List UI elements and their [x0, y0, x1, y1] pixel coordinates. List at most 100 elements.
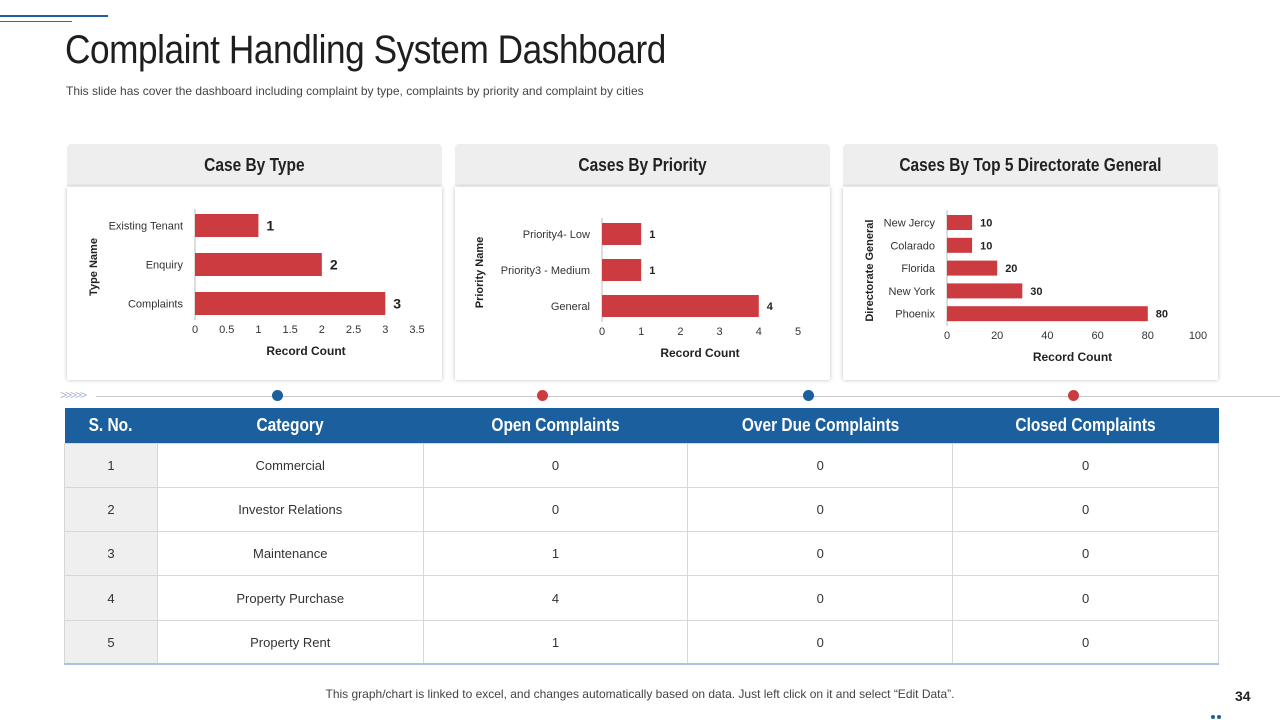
tick-label: 0	[192, 324, 198, 336]
tick-label: 5	[795, 326, 801, 338]
bar	[602, 295, 759, 317]
data-label: 1	[649, 265, 655, 277]
cell-open: 0	[422, 442, 689, 488]
y-axis-label: Priority Name	[474, 237, 486, 309]
footer-note: This graph/chart is linked to excel, and…	[325, 687, 955, 701]
cell-overdue: 0	[687, 531, 954, 577]
page-number: 34	[1235, 688, 1251, 704]
cell-category: Commercial	[156, 442, 424, 488]
page-title: Complaint Handling System Dashboard	[65, 28, 666, 72]
table-header-row: S. No. Category Open Complaints Over Due…	[64, 408, 1219, 443]
tick-label: 1	[638, 326, 644, 338]
tick-label: 0	[599, 326, 605, 338]
cell-category: Property Rent	[156, 619, 424, 666]
accent-line-red	[0, 21, 72, 22]
category-label: New York	[889, 286, 936, 298]
tick-label: 2	[677, 326, 683, 338]
data-label: 1	[649, 229, 655, 241]
cell-sno: 4	[64, 575, 158, 621]
tick-label: 0.5	[219, 324, 234, 336]
tick-label: 1.5	[282, 324, 297, 336]
table-row: 3 Maintenance 1 0 0	[64, 531, 1219, 577]
bar	[947, 237, 973, 253]
cell-overdue: 0	[687, 486, 954, 533]
complaints-table: S. No. Category Open Complaints Over Due…	[64, 408, 1219, 666]
bar	[602, 223, 642, 245]
cell-category: Investor Relations	[156, 486, 424, 533]
tick-label: 40	[1041, 330, 1053, 342]
cell-overdue: 0	[687, 442, 954, 488]
tick-label: 2	[319, 324, 325, 336]
tick-label: 0	[944, 330, 950, 342]
chart-card-directorate-general[interactable]: New Jercy 10 Colarado 10 Florida 20 New York 30…	[843, 187, 1218, 380]
accent-line-blue	[0, 15, 108, 17]
cell-open: 1	[422, 531, 689, 577]
tick-label: 3.5	[409, 324, 424, 336]
chart-card-cases-by-priority[interactable]: Priority4- Low 1 Priority3 - Medium 1 Genera…	[455, 187, 830, 380]
table-row: 2 Investor Relations 0 0 0	[64, 486, 1219, 533]
cell-sno: 2	[64, 486, 158, 533]
category-label: Phoenix	[895, 309, 935, 321]
cell-open: 4	[422, 575, 689, 621]
bar	[947, 283, 1023, 299]
chart-card-case-by-type[interactable]: Existing Tenant 1 Enquiry 2 Complaints 3 0 0.5 1…	[67, 187, 442, 380]
x-axis-label: Record Count	[1033, 350, 1112, 364]
category-label: Colarado	[890, 240, 935, 252]
cell-closed: 0	[952, 619, 1219, 666]
bar	[195, 214, 259, 237]
page-subtitle: This slide has cover the dashboard inclu…	[66, 84, 644, 98]
cell-closed: 0	[952, 531, 1219, 577]
cell-overdue: 0	[687, 619, 954, 666]
timeline-dot-blue	[272, 390, 283, 401]
tick-label: 3	[382, 324, 388, 336]
category-label: Complaints	[128, 299, 184, 311]
tick-label: 1	[255, 324, 261, 336]
tick-label: 80	[1142, 330, 1154, 342]
chart-directorate-general[interactable]: New Jercy 10 Colarado 10 Florida 20 New York 30…	[843, 187, 1218, 380]
data-label: 20	[1005, 263, 1017, 275]
category-label: Florida	[901, 263, 936, 275]
category-label: Priority4- Low	[523, 229, 590, 241]
cell-closed: 0	[952, 575, 1219, 621]
header-closed-complaints: Closed Complaints	[952, 408, 1219, 443]
header-category: Category	[157, 408, 424, 443]
bar	[947, 215, 973, 230]
cell-sno: 5	[64, 619, 158, 666]
category-label: Enquiry	[146, 260, 184, 272]
chart-header-directorate-general: Cases By Top 5 Directorate General	[843, 144, 1218, 186]
timeline-arrows: >>>>>	[60, 388, 87, 402]
header-sno: S. No.	[64, 408, 158, 443]
data-label: 10	[980, 218, 992, 230]
cell-sno: 1	[64, 442, 158, 488]
tick-label: 4	[756, 326, 762, 338]
page-dots-icon	[1211, 706, 1223, 719]
chart-cases-by-priority[interactable]: Priority4- Low 1 Priority3 - Medium 1 Genera…	[455, 187, 830, 380]
cell-category: Property Purchase	[156, 575, 424, 621]
data-label: 10	[980, 240, 992, 252]
data-label: 30	[1030, 286, 1042, 298]
cell-overdue: 0	[687, 575, 954, 621]
table-row: 4 Property Purchase 4 0 0	[64, 575, 1219, 621]
timeline-dot-red	[537, 390, 548, 401]
cell-sno: 3	[64, 531, 158, 577]
y-axis-label: Type Name	[88, 238, 100, 296]
category-label: Priority3 - Medium	[501, 265, 590, 277]
data-label: 1	[266, 218, 274, 234]
table-row: 5 Property Rent 1 0 0	[64, 619, 1219, 666]
chart-case-by-type[interactable]: Existing Tenant 1 Enquiry 2 Complaints 3 0 0.5 1…	[67, 187, 442, 380]
x-axis-label: Record Count	[266, 344, 345, 358]
timeline-line	[96, 396, 1280, 397]
tick-label: 3	[717, 326, 723, 338]
bar	[947, 306, 1148, 322]
bar	[602, 259, 642, 281]
data-label: 4	[767, 301, 774, 313]
tick-label: 20	[991, 330, 1003, 342]
bar	[947, 260, 998, 276]
category-label: General	[551, 301, 590, 313]
x-axis-label: Record Count	[660, 346, 739, 360]
cell-open: 0	[422, 486, 689, 533]
tick-label: 100	[1189, 330, 1207, 342]
bar	[195, 292, 386, 315]
timeline-dot-blue	[803, 390, 814, 401]
bar	[195, 253, 322, 276]
